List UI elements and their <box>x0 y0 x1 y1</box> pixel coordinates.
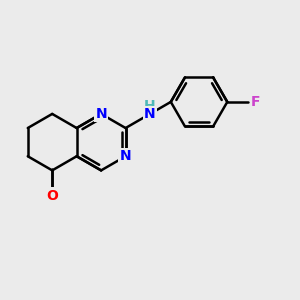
Text: H: H <box>144 99 156 112</box>
Text: N: N <box>144 107 156 121</box>
Text: O: O <box>46 189 58 203</box>
Text: N: N <box>120 149 131 163</box>
Text: N: N <box>95 107 107 121</box>
Text: F: F <box>251 95 261 109</box>
